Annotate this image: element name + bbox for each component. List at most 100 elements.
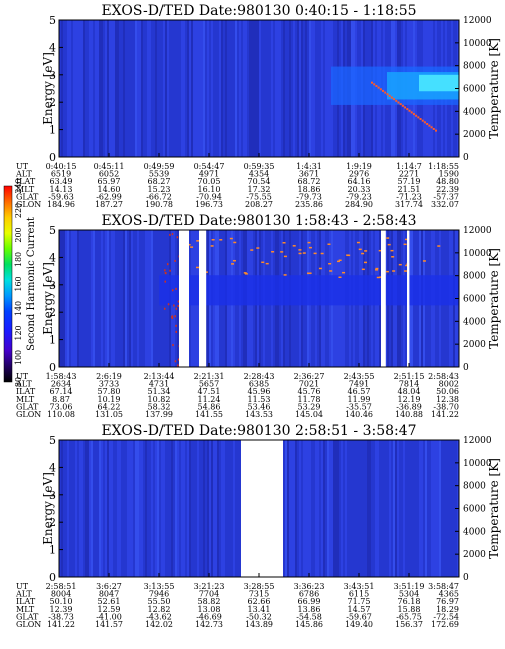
table-cell: -50.32 [246, 612, 272, 621]
spectrogram-column [425, 440, 427, 577]
table-cell: 12.38 [436, 395, 459, 404]
spectrogram-column [59, 230, 61, 367]
spectrogram-column [219, 20, 221, 157]
table-cell: -57.37 [433, 192, 459, 201]
spike-mark [392, 270, 396, 272]
y-right-tick-label: 0 [463, 363, 469, 373]
spectrogram-column [315, 440, 317, 577]
spectrogram-column [79, 230, 81, 367]
spectrogram-column [137, 230, 139, 367]
spectrogram-column [323, 440, 325, 577]
table-cell: 66.99 [298, 597, 321, 606]
x-tick-label: 3:58:47 [428, 582, 459, 591]
spike-mark [166, 263, 169, 266]
spectrogram-column [179, 440, 181, 577]
spike-mark [386, 237, 390, 239]
spectrogram-column [115, 440, 117, 577]
table-cell: 5657 [199, 380, 219, 389]
spectrogram-column [223, 20, 225, 157]
row-label: GLON [16, 620, 41, 629]
spectrogram-column [205, 440, 207, 577]
table-cell: 7704 [199, 590, 219, 599]
spectrogram-column [397, 440, 399, 577]
spectrogram-column [345, 440, 347, 577]
spike-mark [404, 270, 408, 272]
y-tick-label: 0 [49, 151, 56, 164]
spectrogram-column [151, 440, 153, 577]
x-tick-label: 3:13:55 [144, 582, 175, 591]
table-cell: 17.32 [248, 185, 271, 194]
spike-mark [308, 246, 312, 249]
x-tick-label: 2:13:44 [144, 372, 175, 381]
table-cell: 142.73 [195, 620, 223, 629]
spectrogram-column [85, 20, 87, 157]
spectrogram-column [173, 440, 175, 577]
panel-title: EXOS-D/TED Date:980130 1:58:43 - 2:58:43 [101, 213, 416, 229]
table-cell: -35.57 [346, 402, 372, 411]
spectrogram-column [381, 440, 383, 577]
x-tick-label: 0:45:11 [94, 162, 125, 171]
spectrogram-column [227, 440, 229, 577]
temperature-trace [393, 98, 396, 101]
spectrogram-column [241, 20, 243, 157]
spectrogram-column [119, 440, 121, 577]
spectrogram-column [187, 20, 189, 157]
y-right-axis-label: Temperature [K] [487, 248, 501, 349]
x-tick-label: 2:43:55 [344, 372, 375, 381]
table-cell: 2271 [399, 170, 419, 179]
spectrogram-column [401, 440, 403, 577]
x-tick-label: 2:58:51 [46, 582, 77, 591]
spectrogram-column [137, 440, 139, 577]
table-cell: 141.22 [47, 620, 75, 629]
spike-mark [405, 264, 409, 267]
spectrogram-column [375, 440, 377, 577]
spectrogram-column [91, 440, 93, 577]
table-cell: -38.70 [433, 402, 459, 411]
spike-mark [422, 260, 426, 262]
spectrogram-column [137, 20, 139, 157]
table-cell: -59.63 [48, 192, 74, 201]
spectrogram-column [93, 440, 95, 577]
spectrogram-column [131, 440, 133, 577]
spectrogram-column [423, 440, 425, 577]
spectrogram-column [195, 440, 197, 577]
table-cell: 68.72 [298, 177, 321, 186]
spectrogram-column [371, 440, 373, 577]
y-right-axis-label: Temperature [K] [487, 38, 501, 139]
spectrogram-column [291, 440, 293, 577]
spectrogram-column [347, 440, 349, 577]
spectrogram-column [63, 440, 65, 577]
spectrogram-column [189, 440, 191, 577]
table-cell: -71.23 [396, 192, 422, 201]
spectrogram-column [453, 440, 455, 577]
table-cell: 14.57 [348, 605, 371, 614]
row-label: GLAT [16, 192, 39, 201]
spectrogram-column [139, 20, 141, 157]
spike-mark [243, 272, 247, 274]
spectrogram-column [283, 20, 285, 157]
table-cell: 12.19 [398, 395, 421, 404]
spectrogram-column [161, 20, 163, 157]
spectrogram-column [325, 440, 327, 577]
spike-mark [174, 315, 176, 318]
y-right-tick-label: 6000 [463, 505, 486, 515]
y-right-tick-label: 12000 [463, 226, 492, 236]
spectrogram-column [175, 20, 177, 157]
colorbar-tick-label: 200 [14, 227, 23, 242]
spike-mark [244, 273, 248, 275]
spike-mark [167, 303, 170, 306]
row-label: GLAT [16, 612, 39, 621]
spectrogram-column [341, 440, 343, 577]
panel-title: EXOS-D/TED Date:980130 0:40:15 - 1:18:55 [101, 3, 416, 19]
spike-mark [298, 249, 302, 251]
spectrogram-column [225, 440, 227, 577]
spectrogram-column [79, 20, 81, 157]
spectrogram-column [121, 230, 123, 367]
spike-mark [437, 245, 441, 247]
spectrogram-column [333, 440, 335, 577]
spectrogram-column [87, 440, 89, 577]
spectrogram-column [211, 440, 213, 577]
spike-mark [313, 252, 317, 255]
spectrogram-column [119, 20, 121, 157]
spectrogram-column [89, 440, 91, 577]
